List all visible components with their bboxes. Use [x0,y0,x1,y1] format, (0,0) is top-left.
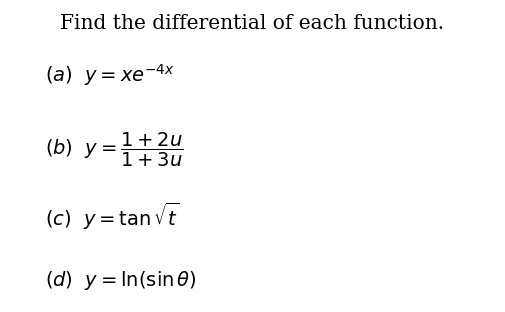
Text: Find the differential of each function.: Find the differential of each function. [61,14,444,33]
Text: $(a)$  $y = xe^{-4x}$: $(a)$ $y = xe^{-4x}$ [45,62,175,88]
Text: $(b)$  $y = \dfrac{1+2u}{1+3u}$: $(b)$ $y = \dfrac{1+2u}{1+3u}$ [45,131,184,169]
Text: $(d)$  $y = \ln(\sin \theta)$: $(d)$ $y = \ln(\sin \theta)$ [45,269,197,292]
Text: $(c)$  $y = \tan \sqrt{t}$: $(c)$ $y = \tan \sqrt{t}$ [45,201,180,232]
